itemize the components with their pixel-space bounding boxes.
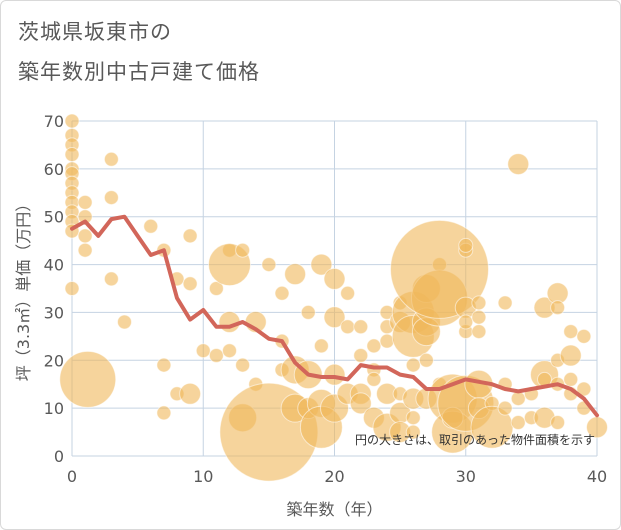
- data-point: [310, 253, 333, 276]
- data-point: [235, 357, 251, 373]
- x-tick-label: 30: [456, 467, 476, 486]
- data-point: [179, 382, 202, 405]
- data-point: [64, 113, 80, 129]
- data-point: [103, 190, 119, 206]
- x-tick-label: 20: [324, 467, 344, 486]
- data-point: [510, 391, 526, 407]
- bubble-size-note: 円の大きさは、取引のあった物件面積を示す: [355, 432, 595, 447]
- data-point: [471, 295, 487, 311]
- data-point: [323, 267, 346, 290]
- y-tick-label: 20: [44, 351, 64, 370]
- bubble-layer: [59, 113, 608, 482]
- data-point: [77, 242, 93, 258]
- y-tick-label: 70: [44, 112, 64, 131]
- chart-title-line-2: 築年数別中古戸建て価格: [18, 60, 260, 84]
- data-point: [77, 228, 93, 244]
- data-point: [576, 381, 592, 397]
- data-point: [507, 153, 530, 176]
- data-point: [510, 415, 526, 430]
- data-point: [103, 271, 119, 287]
- x-tick-label: 40: [587, 467, 607, 486]
- data-point: [563, 324, 579, 340]
- data-point: [323, 306, 346, 329]
- data-point: [550, 300, 566, 316]
- data-point: [471, 309, 487, 325]
- data-point: [182, 276, 198, 292]
- x-tick-label: 10: [193, 467, 213, 486]
- data-point: [117, 314, 132, 330]
- data-point: [222, 343, 237, 359]
- y-axis-label: 坪（3.3㎡）単価（万円）: [14, 196, 33, 381]
- data-point: [366, 371, 382, 387]
- y-tick-label: 30: [44, 303, 64, 322]
- data-point: [458, 314, 474, 330]
- data-point: [471, 324, 487, 340]
- data-point: [405, 410, 421, 426]
- data-point: [353, 348, 369, 363]
- data-point: [418, 352, 434, 368]
- data-point: [143, 218, 159, 234]
- data-point: [103, 151, 119, 167]
- x-tick-label: 0: [67, 467, 77, 486]
- data-point: [559, 344, 582, 367]
- data-point: [300, 304, 316, 320]
- data-point: [353, 319, 369, 335]
- data-point: [405, 424, 421, 440]
- data-point: [313, 338, 329, 354]
- data-point: [550, 415, 566, 430]
- data-point: [261, 257, 277, 273]
- data-point: [340, 319, 356, 335]
- data-point: [563, 371, 579, 387]
- data-point: [340, 285, 356, 301]
- y-tick-label: 0: [54, 447, 64, 466]
- data-point: [405, 357, 421, 373]
- data-point: [235, 242, 251, 258]
- y-tick-label: 10: [44, 399, 64, 418]
- chart-title-line-1: 茨城県坂東市の: [18, 20, 172, 44]
- series-line: [70, 214, 599, 418]
- data-point: [274, 285, 290, 301]
- x-axis-label: 築年数（年）: [286, 500, 382, 519]
- y-tick-label: 40: [44, 256, 64, 275]
- data-point: [64, 281, 80, 296]
- data-point: [77, 194, 93, 210]
- data-point: [458, 237, 474, 253]
- data-point: [208, 348, 224, 363]
- data-point: [497, 400, 513, 416]
- data-point: [576, 328, 592, 344]
- data-point: [195, 343, 211, 359]
- y-tick-label: 60: [44, 160, 64, 179]
- data-point: [349, 392, 372, 415]
- data-point: [64, 147, 80, 162]
- data-point: [182, 228, 198, 244]
- data-point: [366, 338, 382, 354]
- y-tick-label: 50: [44, 208, 64, 227]
- data-point: [284, 263, 307, 286]
- data-point: [497, 295, 513, 311]
- data-point: [59, 350, 117, 408]
- data-point: [156, 405, 172, 421]
- data-point: [323, 363, 346, 386]
- data-point: [156, 357, 172, 373]
